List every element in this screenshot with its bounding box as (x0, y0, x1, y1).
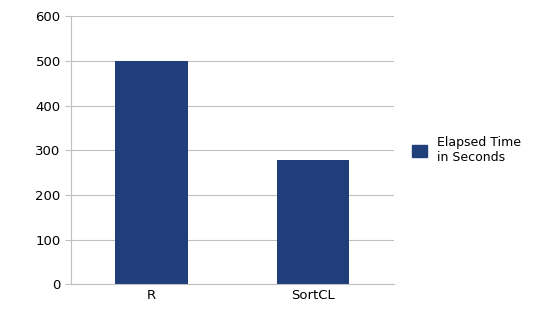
Legend: Elapsed Time
in Seconds: Elapsed Time in Seconds (406, 131, 526, 169)
Bar (277, 161, 350, 284)
Bar (115, 61, 188, 284)
